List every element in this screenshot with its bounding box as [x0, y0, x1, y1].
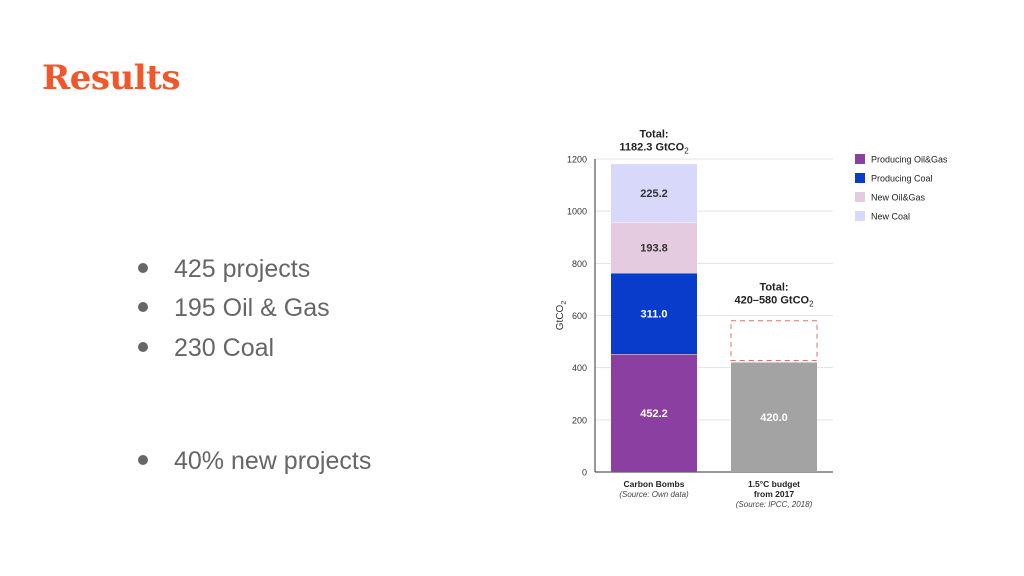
y-tick-label: 800: [572, 259, 587, 269]
category-source: (Source: Own data): [619, 490, 689, 499]
y-axis-label: GtCO2: [555, 301, 568, 331]
y-tick-label: 1200: [567, 155, 587, 165]
bar-segment-new-oil-gas: [611, 222, 697, 273]
chart-svg: 0 200 400 600 800 1000 1200 GtCO2 452.2 311.0 193.…: [555, 129, 948, 509]
y-tick-label: 1000: [567, 207, 587, 217]
legend-label: Producing Coal: [871, 174, 933, 184]
bullet-text: 40% new projects: [174, 447, 372, 475]
category-label: from 2017: [754, 489, 794, 499]
bullet-text: 425 projects: [174, 255, 311, 283]
data-label: 452.2: [640, 408, 668, 420]
legend-swatch: [855, 173, 865, 183]
budget-bar: [731, 362, 817, 472]
bar-segment-new-coal: [611, 163, 697, 223]
legend-label: Producing Oil&Gas: [871, 155, 948, 165]
emissions-chart: 0 200 400 600 800 1000 1200 GtCO2 452.2 311.0 193.…: [545, 120, 965, 525]
y-tick-label: 200: [572, 415, 587, 425]
data-label: 311.0: [641, 308, 668, 320]
y-tick-label: 0: [582, 468, 587, 478]
total-value: 420–580 GtCO2: [734, 295, 814, 309]
budget-range-box: [730, 320, 818, 361]
category-label: Carbon Bombs: [624, 479, 685, 489]
bullet-dot-icon: [138, 342, 148, 353]
data-label: 193.8: [640, 243, 668, 255]
legend-label: New Oil&Gas: [871, 193, 926, 203]
data-label: 225.2: [640, 188, 668, 200]
bullet-item: 195 Oil & Gas: [134, 294, 330, 323]
legend-swatch: [855, 154, 865, 164]
legend-label: New Coal: [871, 212, 910, 222]
total-value: 1182.3 GtCO2: [619, 142, 689, 156]
y-tick-label: 600: [572, 311, 587, 321]
legend-swatch: [855, 192, 865, 202]
category-source: (Source: IPCC, 2018): [736, 500, 813, 509]
total-label: Total:: [639, 129, 668, 141]
bullet-item: 40% new projects: [134, 447, 371, 476]
bullet-text: 230 Coal: [174, 334, 275, 362]
slide-title: Results: [42, 58, 181, 98]
bullet-dot-icon: [138, 263, 148, 274]
total-label: Total:: [759, 282, 788, 294]
y-tick-label: 400: [572, 363, 587, 373]
bar-segment-producing-coal: [611, 272, 697, 355]
bullet-text: 195 Oil & Gas: [174, 294, 330, 322]
bullet-dot-icon: [138, 455, 148, 466]
bullet-dot-icon: [138, 302, 148, 313]
bullet-item: 230 Coal: [134, 334, 274, 363]
category-label: 1.5°C budget: [748, 479, 800, 489]
legend-swatch: [855, 211, 865, 221]
bullet-item: 425 projects: [134, 255, 310, 284]
data-label: 420.0: [760, 412, 788, 424]
bar-segment-producing-oil-gas: [611, 354, 697, 472]
